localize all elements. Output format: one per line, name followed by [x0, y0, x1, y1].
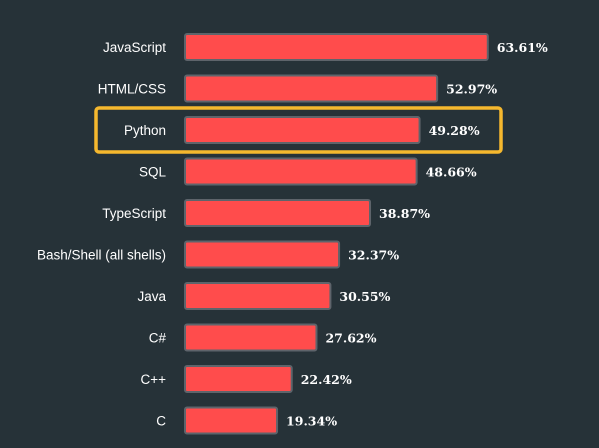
highlight-box-python — [94, 106, 503, 154]
highlight-layer — [94, 106, 503, 154]
bar-javascript — [184, 33, 489, 61]
value-label-java: 30.55% — [339, 289, 390, 304]
category-label-c: C — [156, 414, 166, 429]
labels-layer: JavaScript 63.61% HTML/CSS 52.97% Python 49.2… — [37, 40, 548, 429]
value-label-python: 49.28% — [429, 123, 480, 138]
value-label-typescript: 38.87% — [379, 206, 430, 221]
value-label-sql: 48.66% — [426, 165, 477, 180]
value-label-c: 22.42% — [301, 372, 352, 387]
bar-c — [184, 406, 279, 435]
category-label-bash-shell-all-shells: Bash/Shell (all shells) — [37, 248, 166, 263]
bar-c — [184, 365, 293, 393]
category-label-html-css: HTML/CSS — [98, 82, 166, 97]
category-label-c: C# — [149, 331, 167, 346]
value-label-javascript: 63.61% — [497, 40, 548, 55]
category-label-typescript: TypeScript — [102, 206, 166, 221]
category-label-python: Python — [124, 123, 166, 138]
bars-layer — [184, 33, 489, 435]
category-label-sql: SQL — [139, 165, 167, 180]
category-label-javascript: JavaScript — [103, 40, 166, 55]
value-label-c: 19.34% — [286, 414, 337, 429]
bar-typescript — [184, 199, 372, 227]
bar-java — [184, 282, 332, 310]
value-label-c: 27.62% — [325, 331, 376, 346]
bar-python — [184, 116, 421, 144]
bar-sql — [184, 157, 418, 186]
category-label-c: C++ — [140, 372, 166, 387]
value-label-html-css: 52.97% — [446, 82, 497, 97]
bar-html-css — [184, 74, 439, 103]
value-label-bash-shell-all-shells: 32.37% — [348, 248, 399, 263]
category-label-java: Java — [137, 289, 166, 304]
bar-c — [184, 323, 318, 352]
bar-bash-shell-all-shells — [184, 240, 341, 269]
